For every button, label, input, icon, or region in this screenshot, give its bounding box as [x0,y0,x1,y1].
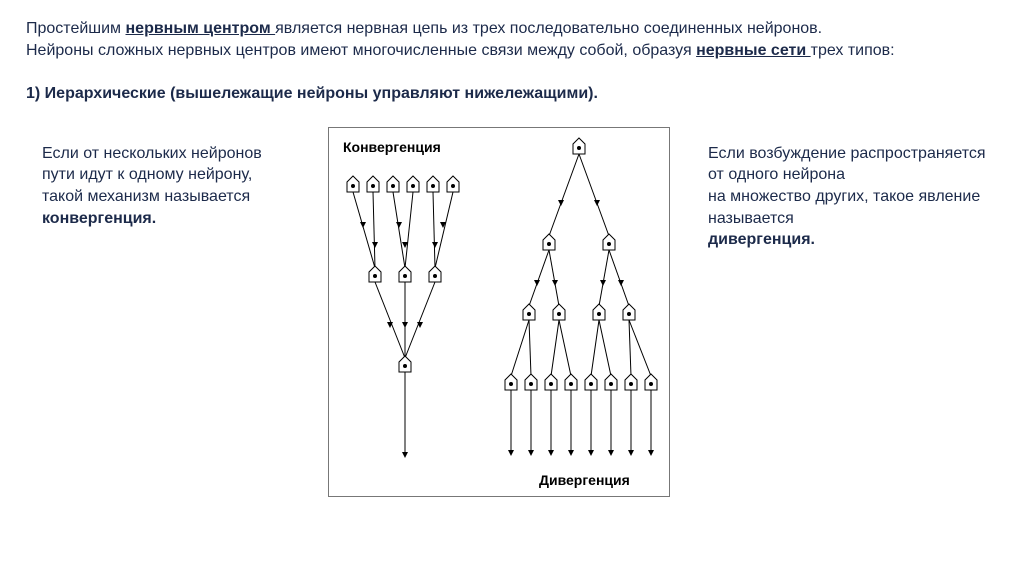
conv-term: конвергенция. [42,210,156,227]
intro-p2c: трех типов: [811,42,895,59]
intro-p1: Простейшим нервным центром является нерв… [26,18,998,40]
conv-bottom [399,356,411,372]
intro-p2: Нейроны сложных нервных центров имеют мн… [26,40,998,62]
conv-desc: Если от нескольких нейронов пути идут к … [42,145,262,205]
divergence-svg [499,134,669,484]
divergence-text: Если возбуждение распространяется от одн… [708,143,988,251]
div-term: дивергенция. [708,231,815,248]
convergence-svg [335,156,485,486]
heading-1: 1) Иерархические (вышележащие нейроны уп… [26,83,998,105]
intro-block: Простейшим нервным центром является нерв… [26,18,998,61]
intro-p1b: нервным центром [126,20,276,37]
intro-p1a: Простейшим [26,20,126,37]
neural-diagram: Конвергенция Дивергенция [328,127,670,497]
intro-p1c: является нервная цепь из трех последоват… [275,20,822,37]
div-desc: Если возбуждение распространяется от одн… [708,145,986,227]
div-outputs [508,390,654,456]
intro-p2a: Нейроны сложных нервных центров имеют мн… [26,42,696,59]
intro-p2b: нервные сети [696,42,811,59]
label-convergence: Конвергенция [343,138,441,157]
convergence-text: Если от нескольких нейронов пути идут к … [42,143,282,229]
conv-edges-1 [353,192,453,268]
div-row8 [505,374,657,390]
content-row: Если от нескольких нейронов пути идут к … [26,139,998,519]
div-top [573,138,585,154]
conv-mid-row [369,266,441,282]
conv-edges-2 [375,282,435,358]
conv-top-row [347,176,459,192]
